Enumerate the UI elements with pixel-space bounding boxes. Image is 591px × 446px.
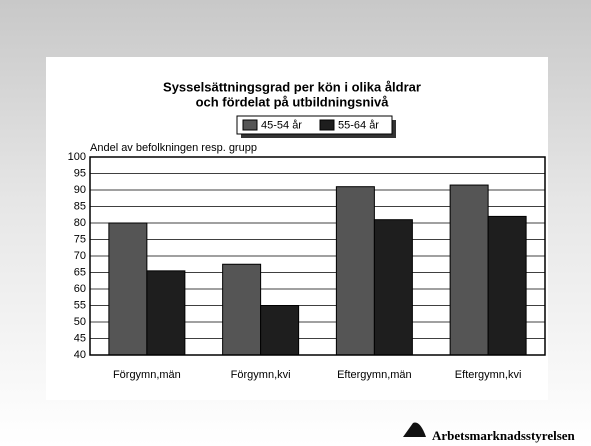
- legend-label: 45-54 år: [261, 119, 302, 131]
- x-tick-label: Eftergymn,kvi: [455, 369, 522, 381]
- x-tick-label: Eftergymn,män: [337, 369, 412, 381]
- legend-swatch: [319, 119, 335, 131]
- legend-label: 55-64 år: [338, 119, 379, 131]
- x-tick-label: Förgymn,män: [113, 369, 181, 381]
- y-tick-label: 90: [74, 184, 86, 196]
- chart-title: Sysselsättningsgrad per kön i olika åldr…: [163, 79, 421, 94]
- y-tick-label: 50: [74, 316, 86, 328]
- y-axis-label: Andel av befolkningen resp. grupp: [90, 142, 257, 154]
- legend-swatch: [242, 119, 258, 131]
- bar: [222, 263, 262, 356]
- y-tick-label: 85: [74, 200, 86, 212]
- x-tick-label: Förgymn,kvi: [231, 369, 291, 381]
- chart-title: och fördelat på utbildningsnivå: [196, 94, 390, 109]
- plot-border: [89, 156, 546, 356]
- y-tick-label: 45: [74, 332, 86, 344]
- y-tick-label: 80: [74, 217, 86, 229]
- logo-icon: [403, 422, 426, 437]
- y-tick-label: 75: [74, 233, 86, 245]
- bar: [373, 219, 413, 356]
- bar: [335, 186, 375, 356]
- y-tick-label: 40: [74, 349, 86, 361]
- legend: [236, 115, 393, 135]
- logo: Arbetsmarknadsstyrelsen: [432, 428, 576, 443]
- bar: [449, 184, 489, 356]
- y-tick-label: 60: [74, 283, 86, 295]
- y-tick-label: 95: [74, 167, 86, 179]
- bar: [108, 222, 148, 356]
- y-tick-label: 55: [74, 299, 86, 311]
- y-tick-label: 70: [74, 250, 86, 262]
- bar: [146, 270, 186, 356]
- bar: [260, 305, 300, 356]
- bar: [487, 215, 527, 356]
- y-tick-label: 65: [74, 266, 86, 278]
- y-tick-label: 100: [68, 151, 86, 163]
